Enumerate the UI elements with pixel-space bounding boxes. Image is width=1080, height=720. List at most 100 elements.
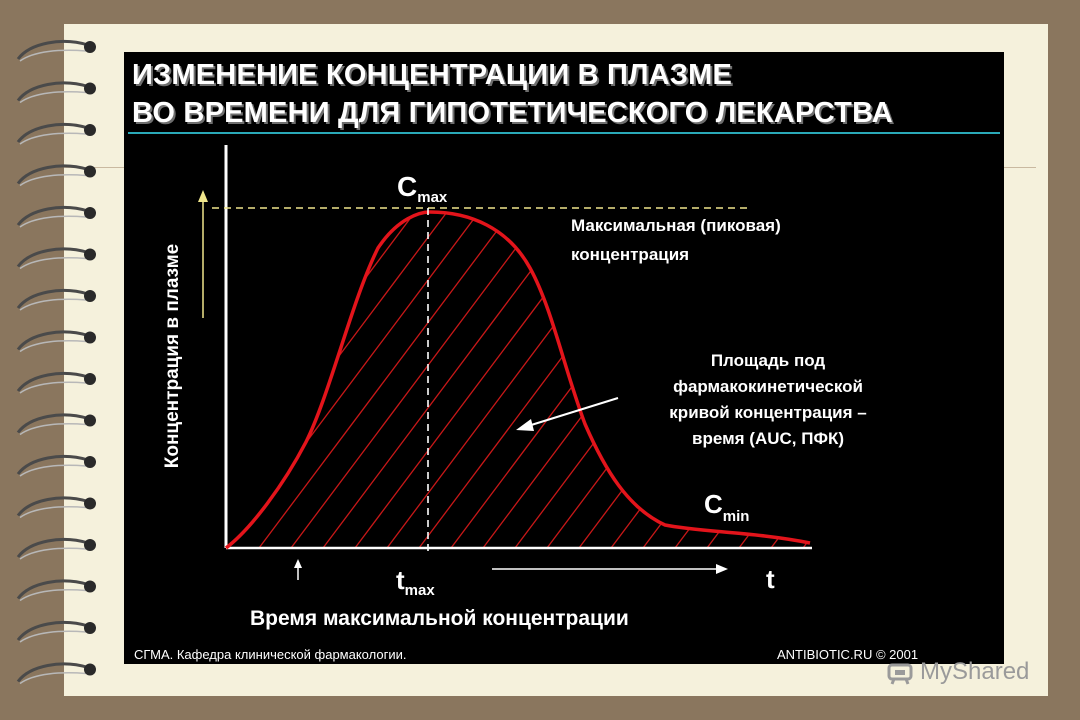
title-underline [128, 132, 1000, 134]
hatch-line [226, 212, 515, 548]
spiral-ring [16, 247, 89, 268]
concentration-curve [224, 210, 811, 550]
hatch-line [505, 212, 810, 548]
auc-description-line-1: Площадь под [711, 351, 826, 370]
spiral-ring [16, 206, 89, 226]
watermark-text: MyShared [920, 658, 1030, 685]
cmin-label-main: C [704, 489, 723, 519]
cmax-label-sub: max [417, 189, 448, 206]
slide-title: ИЗМЕНЕНИЕ КОНЦЕНТРАЦИИ В ПЛАЗМЕ ВО ВРЕМЕ… [132, 56, 1002, 132]
time-label: t [766, 564, 775, 594]
footer-credit-left: СГМА. Кафедра клинической фармакологии. [134, 647, 407, 662]
y-axis-label: Концентрация в плазме [162, 244, 183, 469]
spiral-ring [16, 455, 89, 475]
hatch-line [281, 212, 643, 548]
hatch-line [249, 212, 611, 548]
title-line-2: ВО ВРЕМЕНИ ДЛЯ ГИПОТЕТИЧЕСКОГО ЛЕКАРСТВА [132, 97, 893, 129]
spiral-ring [16, 372, 89, 392]
hatch-line [826, 80, 1004, 560]
hatch-line [409, 212, 771, 548]
watermark-icon [887, 663, 913, 685]
hatch-line [313, 212, 675, 548]
binding-hole [84, 497, 96, 510]
cmin-label-sub: min [723, 508, 750, 525]
spiral-ring-highlight [19, 132, 87, 145]
binding-hole [84, 331, 96, 344]
concentration-time-diagram: Концентрация в плазме Cmax Максимальная … [162, 80, 1004, 630]
spiral-ring [16, 164, 89, 185]
tmax-label: tmax [396, 565, 435, 599]
spiral-ring-highlight [19, 672, 87, 685]
auc-description-line-3: кривой концентрация – [669, 403, 866, 422]
auc-description-line-4: время (AUC, ПФК) [692, 429, 844, 448]
spiral-ring-highlight [19, 91, 87, 104]
tmax-label-main: t [396, 565, 405, 595]
spiral-ring-highlight [19, 381, 87, 394]
hatch-line [793, 212, 810, 548]
auc-hatching [226, 80, 1004, 560]
binding-hole [84, 165, 96, 178]
spiral-ring [16, 621, 89, 641]
spiral-ring-highlight [19, 257, 87, 270]
spiral-ring-highlight [19, 174, 87, 187]
title-line-1: ИЗМЕНЕНИЕ КОНЦЕНТРАЦИИ В ПЛАЗМЕ [132, 59, 733, 91]
binding-hole [84, 207, 96, 219]
auc-description-line-2: фармакокинетической [673, 377, 863, 396]
spiral-ring-highlight [19, 506, 87, 519]
binding-hole [84, 456, 96, 468]
spiral-ring-highlight [19, 423, 87, 436]
cmax-label-main: C [397, 171, 417, 202]
spiral-ring-highlight [19, 630, 87, 643]
binding-hole [84, 580, 96, 593]
hatch-line [377, 212, 739, 548]
spiral-ring [16, 413, 89, 434]
spiral-ring [16, 330, 89, 351]
hatch-line [569, 212, 810, 548]
spiral-ring [16, 496, 89, 517]
spiral-ring-highlight [19, 340, 87, 353]
auc-arrow-head [516, 419, 534, 431]
spiral-binding [16, 40, 96, 685]
binding-hole [84, 248, 96, 261]
hatch-line [345, 212, 707, 548]
binding-hole [84, 41, 96, 53]
cmin-label: Cmin [704, 489, 749, 525]
hatch-line [697, 212, 810, 548]
spiral-ring [16, 40, 89, 60]
spiral-ring-highlight [19, 49, 87, 62]
hatch-line [601, 212, 810, 548]
tmax-small-arrow-head [294, 559, 302, 568]
binding-hole [84, 290, 96, 302]
hatch-line [890, 80, 1004, 560]
binding-hole [84, 663, 96, 676]
spiral-ring-highlight [19, 464, 87, 477]
spiral-ring [16, 662, 89, 683]
hatch-line [537, 212, 810, 548]
hatch-line [473, 212, 810, 548]
y-arrow-head [198, 190, 208, 202]
hatch-line [226, 212, 579, 548]
binding-hole [84, 82, 96, 95]
binding-hole [84, 414, 96, 427]
spiral-ring-highlight [19, 547, 87, 560]
binding-hole [84, 622, 96, 634]
spiral-ring-highlight [19, 215, 87, 228]
tmax-label-sub: max [405, 582, 436, 599]
hatch-line [226, 212, 547, 548]
hatch-line [858, 80, 1004, 560]
auc-arrow-shaft [527, 397, 619, 427]
hatch-line [729, 212, 810, 548]
hatch-line [633, 212, 810, 548]
cmax-label: Cmax [397, 171, 448, 206]
time-arrow-head [716, 564, 728, 574]
binding-hole [84, 373, 96, 385]
spiral-ring-highlight [19, 589, 87, 602]
spiral-ring [16, 289, 89, 309]
spiral-ring [16, 81, 89, 102]
footer-credit-right: ANTIBIOTIC.RU © 2001 [777, 647, 919, 662]
tmax-description: Время максимальной концентрации [250, 607, 629, 630]
cmax-description-line-2: концентрация [571, 245, 689, 264]
binding-hole [84, 124, 96, 136]
watermark: MyShared [886, 658, 1029, 686]
spiral-ring [16, 579, 89, 600]
